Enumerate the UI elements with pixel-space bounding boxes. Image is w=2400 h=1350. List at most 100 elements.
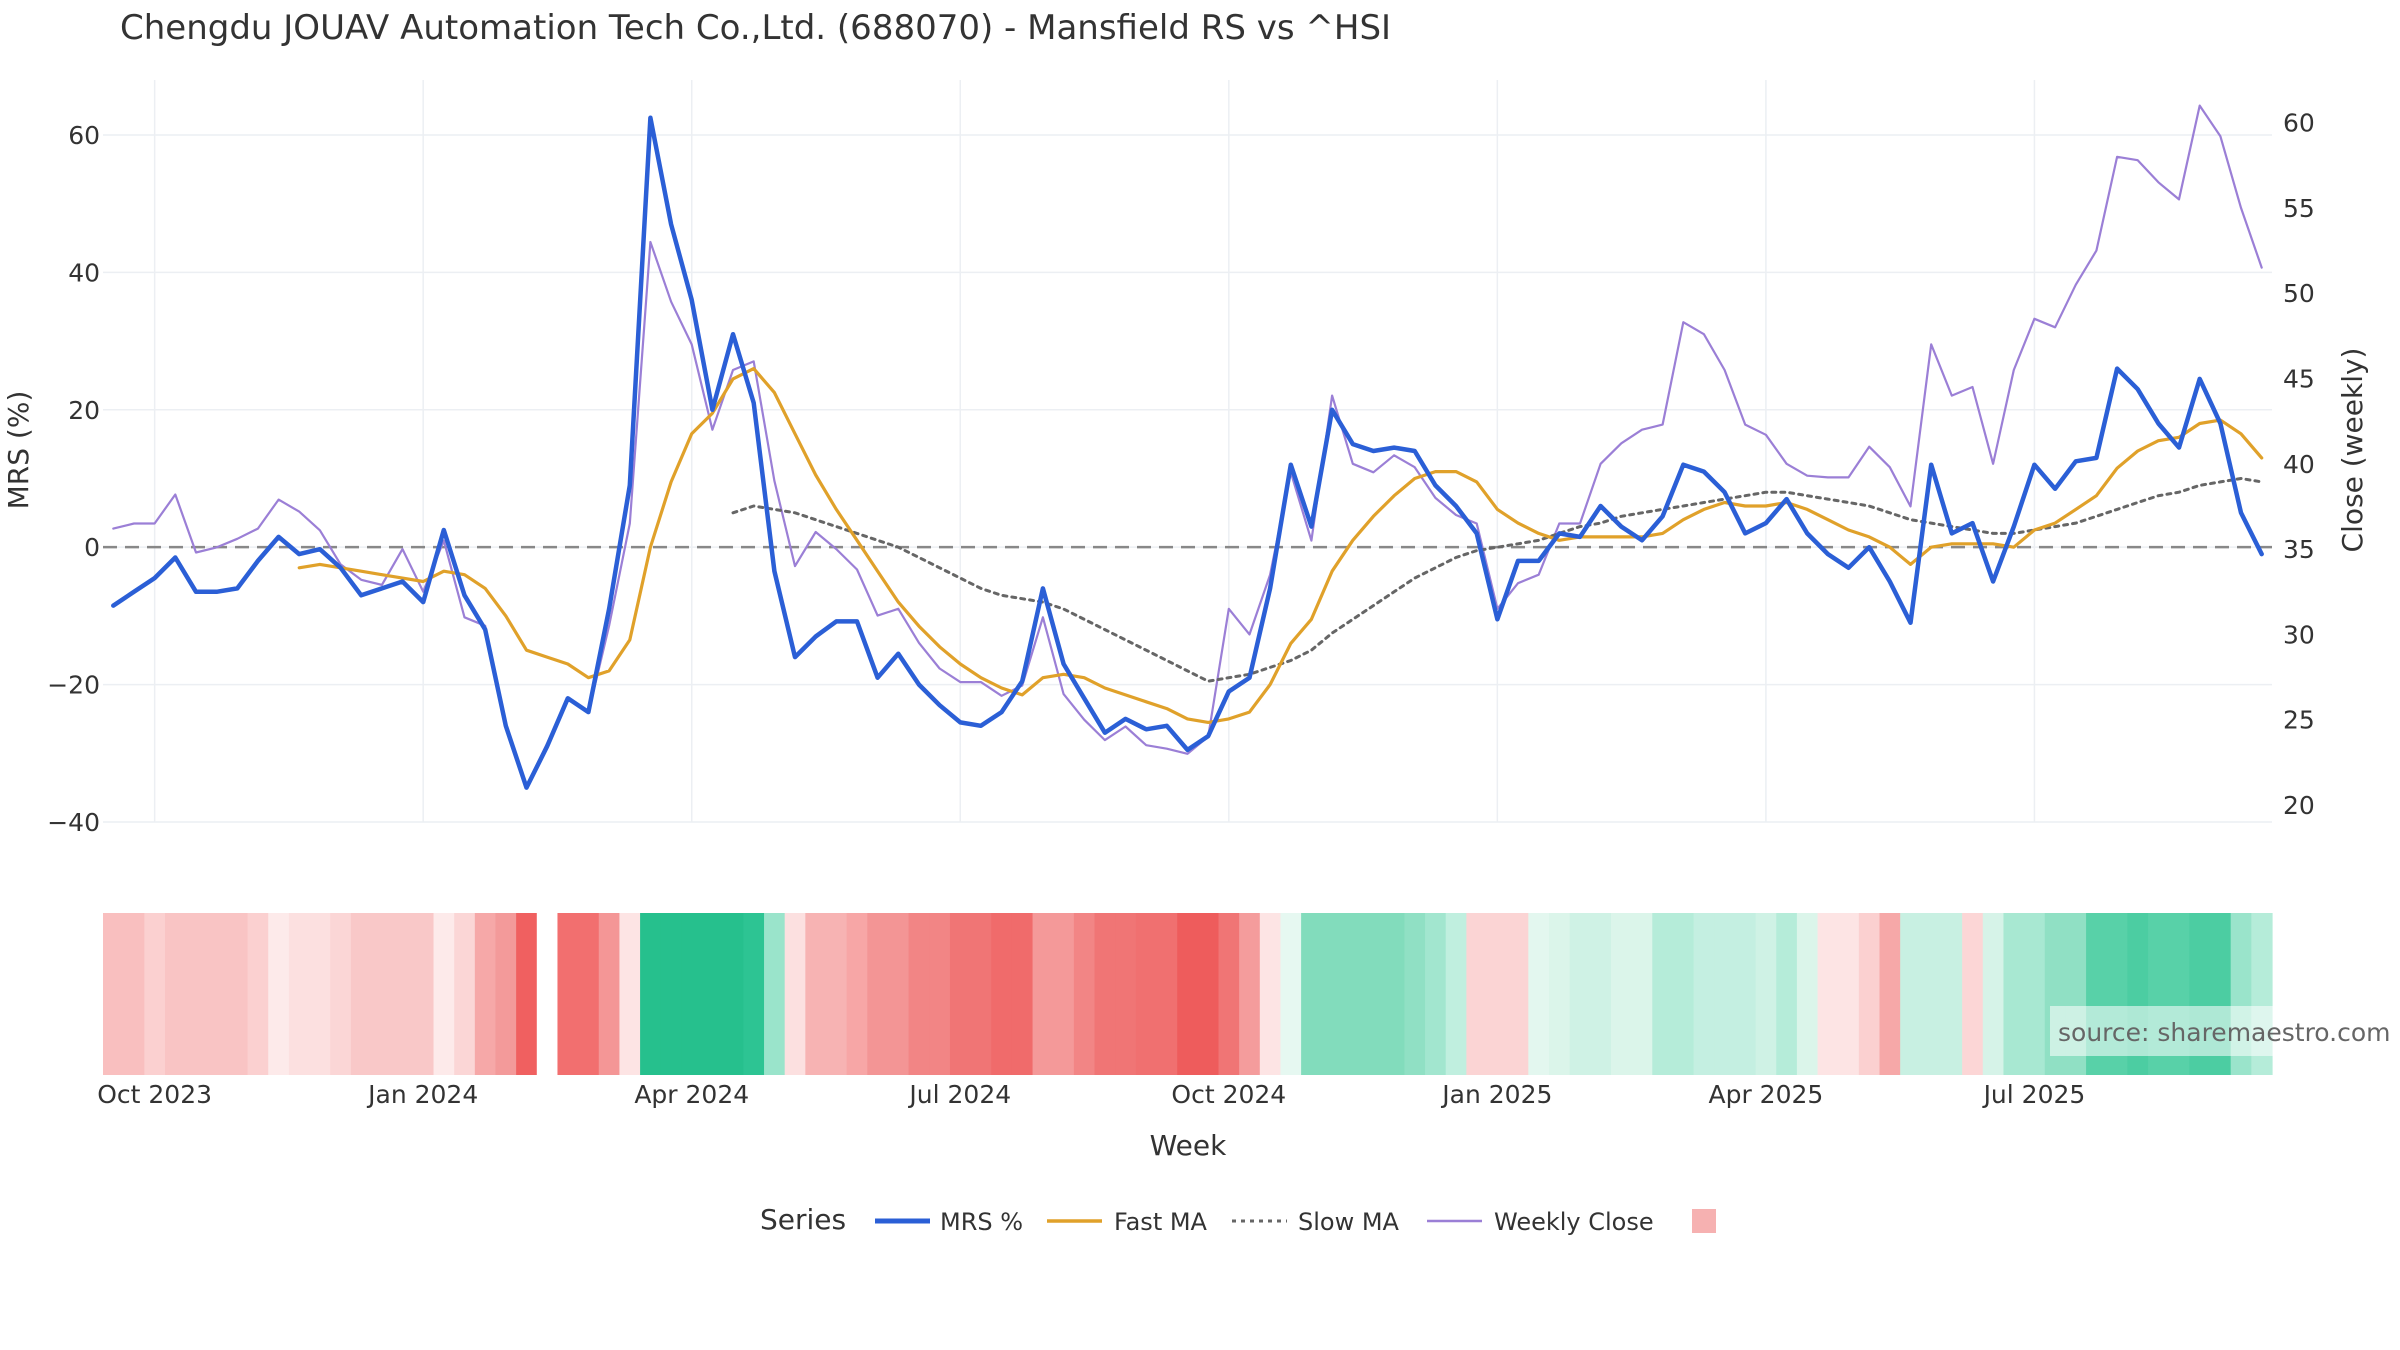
heatmap-cell <box>1838 913 1860 1075</box>
heatmap-cell <box>1135 913 1158 1075</box>
heatmap-cell <box>185 913 207 1075</box>
heatmap-cell <box>495 913 517 1075</box>
heatmap-cell <box>1280 913 1302 1075</box>
heatmap-cell <box>247 913 269 1075</box>
heatmap-cell <box>1197 913 1220 1075</box>
heatmap-cell <box>412 913 435 1075</box>
heatmap-cell <box>619 913 641 1075</box>
heatmap-cell <box>660 913 682 1075</box>
heatmap-cell <box>557 913 579 1075</box>
legend-swatch-heatmap <box>1692 1209 1716 1233</box>
heatmap-cell <box>1962 913 1984 1075</box>
heatmap-cell <box>1404 913 1426 1075</box>
y-tick-right: 20 <box>2283 791 2315 820</box>
heatmap-cell <box>681 913 703 1075</box>
plot-grid <box>103 80 2272 823</box>
heatmap-cell <box>846 913 868 1075</box>
heatmap-cell <box>268 913 290 1075</box>
legend-item-fast-ma[interactable]: Fast MA <box>1047 1208 1208 1236</box>
heatmap-cell <box>1982 913 2005 1075</box>
y-tick-right: 30 <box>2283 620 2315 649</box>
chart-title: Chengdu JOUAV Automation Tech Co.,Ltd. (… <box>120 8 1391 48</box>
x-tick-label: Apr 2025 <box>1708 1080 1823 1109</box>
heatmap-cell <box>1734 913 1757 1075</box>
x-tick-label: Jul 2025 <box>1982 1080 2086 1109</box>
heatmap-cell <box>1073 913 1096 1075</box>
heatmap-cell <box>991 913 1013 1075</box>
heatmap-cell <box>1941 913 1963 1075</box>
heatmap-cell <box>288 913 311 1075</box>
heatmap-cell <box>826 913 848 1075</box>
heatmap-cell <box>1301 913 1323 1075</box>
y-tick-left: −20 <box>47 671 100 700</box>
x-tick-label: Oct 2023 <box>97 1080 212 1109</box>
legend-item-weekly-close[interactable]: Weekly Close <box>1427 1208 1654 1236</box>
y-tick-left: 60 <box>68 121 100 150</box>
heatmap-cell <box>1487 913 1509 1075</box>
heatmap-cell <box>1672 913 1695 1075</box>
y-axis-label-right: Close (weekly) <box>2336 348 2369 553</box>
heatmap-cell <box>1631 913 1653 1075</box>
heatmap-cell <box>908 913 930 1075</box>
heatmap-cell <box>1817 913 1839 1075</box>
heatmap-cell <box>702 913 724 1075</box>
heatmap-cell <box>516 913 538 1075</box>
heatmap-cell <box>1507 913 1529 1075</box>
heatmap-cell <box>1094 913 1116 1075</box>
rs-heatmap-strip <box>103 913 2273 1075</box>
heatmap-cell <box>1776 913 1798 1075</box>
heatmap-cell <box>784 913 806 1075</box>
heatmap-cell <box>640 913 662 1075</box>
y-tick-right: 40 <box>2283 450 2315 479</box>
heatmap-cell <box>887 913 910 1075</box>
series-line-fast-ma <box>297 367 2264 724</box>
legend-item-slow-ma[interactable]: Slow MA <box>1232 1208 1400 1236</box>
legend: Series MRS % Fast MA Slow MA Weekly Clos… <box>760 1203 1716 1236</box>
y-tick-left: −40 <box>47 808 100 837</box>
heatmap-cell <box>2003 913 2025 1075</box>
heatmap-cell <box>103 913 125 1075</box>
heatmap-cell <box>578 913 600 1075</box>
y-tick-left: 20 <box>68 396 100 425</box>
heatmap-cell <box>1693 913 1715 1075</box>
heatmap-cell <box>598 913 621 1075</box>
series-line-slow-ma <box>731 477 2264 683</box>
heatmap-cell <box>454 913 476 1075</box>
series-lines <box>111 104 2264 790</box>
heatmap-cell <box>722 913 744 1075</box>
x-axis-label: Week <box>1150 1129 1227 1162</box>
heatmap-cell <box>1590 913 1612 1075</box>
y-tick-right: 50 <box>2283 279 2315 308</box>
y-tick-left: 40 <box>68 258 100 287</box>
heatmap-cell <box>309 913 331 1075</box>
heatmap-cell <box>1053 913 1075 1075</box>
legend-label-slow-ma: Slow MA <box>1298 1208 1400 1236</box>
heatmap-cell <box>2024 913 2046 1075</box>
heatmap-cell <box>1321 913 1344 1075</box>
heatmap-cell <box>1714 913 1736 1075</box>
x-tick-label: Jan 2024 <box>366 1080 478 1109</box>
heatmap-cell <box>1858 913 1881 1075</box>
heatmap-cell <box>1796 913 1819 1075</box>
series-line-weekly-close <box>112 104 2263 788</box>
legend-item-mrs[interactable]: MRS % <box>875 1208 1023 1236</box>
heatmap-cell <box>433 913 455 1075</box>
heatmap-cell <box>1239 913 1261 1075</box>
heatmap-cell <box>970 913 992 1075</box>
legend-label-weekly-close: Weekly Close <box>1494 1208 1654 1236</box>
x-tick-label: Jul 2024 <box>907 1080 1011 1109</box>
legend-item-heatmap[interactable] <box>1692 1209 1716 1233</box>
y-tick-right: 35 <box>2283 535 2315 564</box>
heatmap-cell <box>392 913 414 1075</box>
y-axis-label-left: MRS (%) <box>2 391 35 510</box>
heatmap-cell <box>123 913 145 1075</box>
heatmap-cell <box>206 913 228 1075</box>
heatmap-cell <box>1900 913 1922 1075</box>
y-tick-right: 45 <box>2283 365 2315 394</box>
source-watermark: source: sharemaestro.com <box>2050 1006 2395 1056</box>
heatmap-cell <box>1549 913 1571 1075</box>
heatmap-cell <box>1425 913 1447 1075</box>
y-tick-right: 25 <box>2283 706 2315 735</box>
source-text: source: sharemaestro.com <box>2058 1018 2391 1047</box>
